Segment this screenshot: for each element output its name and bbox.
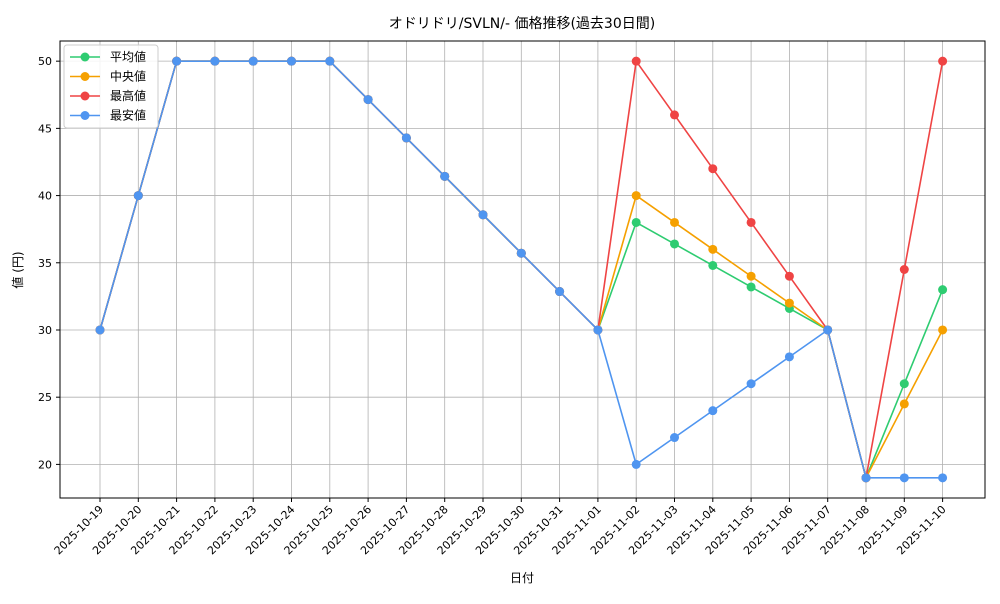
data-point bbox=[784, 271, 794, 281]
data-point bbox=[325, 56, 335, 66]
legend-marker bbox=[80, 91, 90, 101]
data-point bbox=[938, 473, 948, 483]
y-axis-ticks: 20 25 30 35 40 45 50 bbox=[38, 55, 60, 471]
chart-title: オドリドリ/SVLN/- 価格推移(過去30日間) bbox=[389, 16, 655, 32]
data-point bbox=[784, 298, 794, 308]
data-point bbox=[823, 325, 833, 335]
series-3 bbox=[95, 56, 948, 483]
data-point bbox=[708, 406, 718, 416]
data-point bbox=[631, 217, 641, 227]
data-point bbox=[708, 260, 718, 270]
y-tick-label: 45 bbox=[38, 122, 52, 135]
data-point bbox=[708, 164, 718, 174]
data-point bbox=[746, 271, 756, 281]
data-point bbox=[938, 285, 948, 295]
legend-item: 平均値 bbox=[70, 49, 146, 64]
x-axis-title: 日付 bbox=[510, 571, 534, 585]
grid bbox=[60, 41, 985, 498]
y-tick-label: 25 bbox=[38, 391, 52, 404]
data-point bbox=[95, 325, 105, 335]
data-point bbox=[478, 210, 488, 220]
data-point bbox=[708, 244, 718, 254]
data-point bbox=[938, 325, 948, 335]
data-point bbox=[631, 56, 641, 66]
data-point bbox=[440, 171, 450, 181]
data-point bbox=[746, 282, 756, 292]
y-tick-label: 30 bbox=[38, 324, 52, 337]
data-point bbox=[899, 379, 909, 389]
data-point bbox=[784, 352, 794, 362]
data-point bbox=[746, 217, 756, 227]
data-point bbox=[172, 56, 182, 66]
data-point bbox=[133, 191, 143, 201]
legend-box bbox=[63, 44, 159, 129]
x-axis-ticks: 2025-10-192025-10-202025-10-212025-10-22… bbox=[52, 498, 949, 557]
data-point bbox=[899, 265, 909, 274]
data-point bbox=[899, 473, 909, 483]
y-tick-label: 50 bbox=[38, 55, 52, 68]
legend-item: 中央値 bbox=[70, 69, 146, 84]
data-point bbox=[861, 473, 871, 483]
data-point bbox=[210, 56, 220, 66]
data-point bbox=[555, 287, 565, 297]
data-point bbox=[401, 133, 411, 143]
legend-marker bbox=[80, 52, 90, 62]
legend-item: 最高値 bbox=[70, 88, 146, 103]
legend-label: 平均値 bbox=[110, 49, 146, 64]
data-point bbox=[670, 433, 679, 443]
data-point bbox=[670, 110, 679, 120]
data-point bbox=[938, 56, 948, 66]
legend-item: 最安値 bbox=[70, 108, 146, 123]
y-tick-label: 35 bbox=[38, 257, 52, 270]
data-point bbox=[899, 399, 909, 409]
y-tick-label: 20 bbox=[38, 458, 52, 471]
series-lines bbox=[95, 56, 948, 483]
data-point bbox=[593, 325, 603, 335]
legend-marker bbox=[80, 111, 90, 120]
data-point bbox=[670, 217, 679, 227]
data-point bbox=[670, 239, 679, 249]
data-point bbox=[516, 248, 526, 258]
data-point bbox=[287, 56, 296, 66]
y-axis-title: 値 (円) bbox=[10, 251, 25, 288]
legend-label: 最高値 bbox=[110, 88, 146, 103]
legend-marker bbox=[80, 72, 90, 81]
data-point bbox=[631, 459, 641, 469]
plot-area-frame bbox=[59, 40, 986, 499]
data-point bbox=[363, 95, 373, 105]
y-tick-label: 40 bbox=[38, 190, 52, 203]
legend-label: 最安値 bbox=[110, 108, 146, 123]
data-point bbox=[746, 379, 756, 389]
data-point bbox=[248, 56, 258, 66]
data-point bbox=[631, 191, 641, 201]
legend-label: 中央値 bbox=[110, 69, 146, 84]
